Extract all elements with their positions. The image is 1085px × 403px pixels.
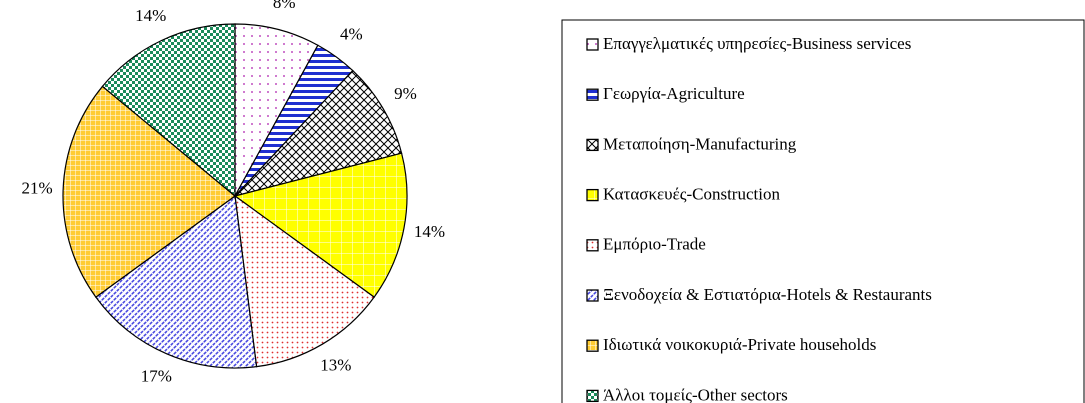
pie-slice: [234, 194, 375, 368]
pie-slice: [233, 152, 408, 298]
legend-marker: [586, 188, 599, 202]
legend-label: Ξενοδοχεία & Εστιατόρια-Hotels & Restaur…: [603, 285, 932, 304]
data-label: 9%: [394, 84, 417, 103]
data-label: 4%: [340, 25, 363, 44]
legend-marker: [586, 239, 599, 252]
data-label: 21%: [22, 179, 53, 198]
legend-label: Μεταποίηση-Manufacturing: [603, 134, 797, 153]
data-label: 13%: [320, 355, 351, 374]
legend-marker: [586, 289, 599, 302]
legend-marker: [586, 88, 599, 101]
data-label: 17%: [141, 367, 172, 386]
data-label: 8%: [273, 0, 296, 12]
legend-marker: [586, 138, 599, 152]
pie-slice: [233, 69, 403, 198]
data-label: 14%: [414, 222, 445, 241]
pie-slice: [95, 194, 258, 369]
legend-marker: [586, 339, 599, 352]
legend-box: [561, 19, 1085, 403]
pie-slice: [101, 23, 236, 198]
pie-slice: [62, 85, 236, 298]
legend-label: Ιδιωτικά νοικοκυριά-Private households: [603, 335, 876, 354]
legend-label: Εμπόριο-Trade: [603, 235, 706, 254]
legend-label: Κατασκευές-Construction: [603, 185, 780, 204]
legend-label: Επαγγελματικές υπηρεσίες-Business servic…: [603, 34, 911, 53]
legend-marker: [586, 389, 599, 403]
legend-label: Γεωργία-Agriculture: [603, 84, 745, 103]
legend-marker: [586, 38, 599, 51]
data-label: 14%: [135, 6, 166, 25]
legend-label: Άλλοι τομείς-Other sectors: [603, 385, 788, 403]
